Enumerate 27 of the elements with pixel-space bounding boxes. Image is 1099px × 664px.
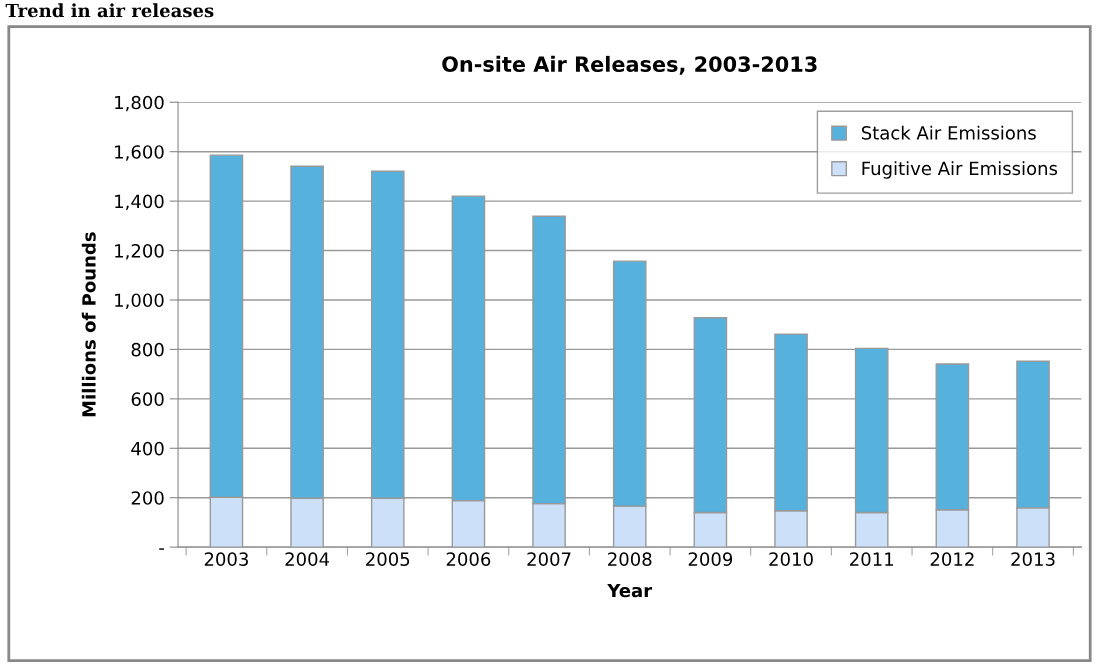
y-tick-label: 600: [131, 392, 164, 406]
y-tick-label: 1,600: [115, 145, 164, 161]
x-tick-label: 2004: [285, 552, 330, 566]
x-tick-label: 2005: [366, 552, 410, 566]
x-tick-label: 2006: [446, 552, 491, 566]
y-axis-title: Millions of Pounds: [81, 232, 96, 417]
x-tick-label: 2011: [850, 552, 894, 566]
x-tick-label: 2013: [1011, 552, 1055, 566]
x-tick-label: 2003: [204, 552, 248, 566]
x-tick-label: 2009: [688, 552, 733, 566]
y-tick-label: 1,000: [115, 293, 164, 309]
y-tick-label: -: [159, 548, 164, 550]
y-tick-label: 1,200: [115, 244, 164, 260]
y-tick-label: 400: [131, 441, 164, 456]
y-tick-label: 800: [131, 342, 164, 357]
text: Trend in air releases: [5, 3, 214, 18]
y-tick-label: 1,800: [115, 95, 164, 112]
y-tick-label: 1,400: [115, 194, 164, 211]
x-tick-label: 2008: [608, 552, 652, 566]
x-tick-label: 2007: [527, 552, 571, 566]
x-axis-title: Year: [607, 583, 653, 598]
chart-title: On-site Air Releases, 2003-2013: [442, 55, 817, 75]
y-tick-label: 200: [131, 491, 164, 505]
legend-label: Fugitive Air Emissions: [862, 161, 1058, 179]
x-tick-label: 2010: [769, 552, 813, 566]
legend-label: Stack Air Emissions: [861, 125, 1036, 140]
x-tick-label: 2012: [930, 552, 974, 566]
